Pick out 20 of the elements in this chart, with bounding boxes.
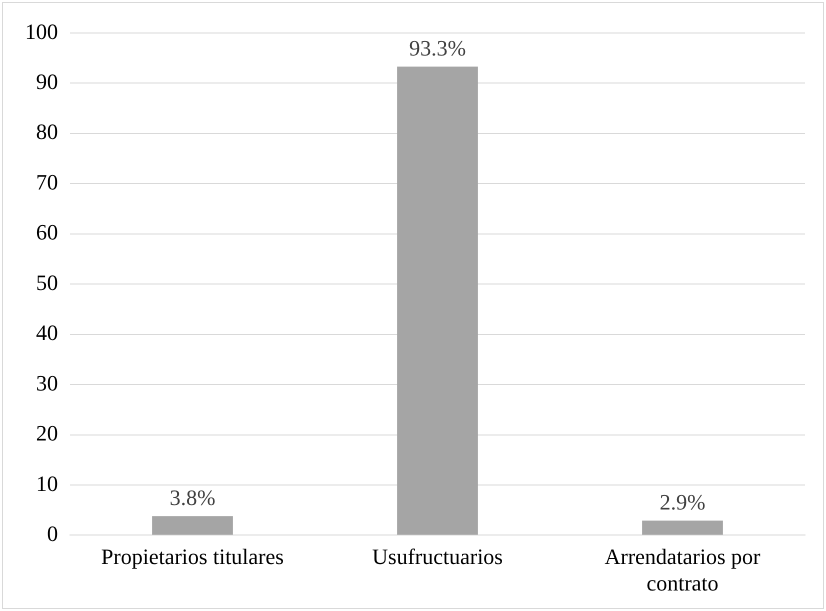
- y-tick-label: 70: [36, 169, 58, 194]
- y-tick-label: 10: [36, 470, 58, 496]
- y-tick-label: 0: [47, 520, 58, 546]
- bar: [397, 66, 478, 535]
- bar: [152, 516, 233, 535]
- y-tick-label: 40: [36, 320, 58, 346]
- y-tick-label: 20: [36, 420, 58, 446]
- y-tick-label: 50: [36, 270, 58, 295]
- data-label: 93.3%: [409, 35, 466, 60]
- y-tick-label: 90: [36, 69, 58, 94]
- data-label: 2.9%: [660, 489, 706, 514]
- y-tick-label: 100: [25, 18, 58, 44]
- y-tick-label: 80: [36, 119, 58, 144]
- y-tick-label: 60: [36, 220, 58, 245]
- x-tick-label: Usufructuarios: [372, 544, 503, 570]
- y-tick-label: 30: [36, 370, 58, 396]
- x-tick-label: Arrendatarios por contrato: [604, 544, 762, 596]
- bar: [642, 520, 723, 535]
- data-label: 3.8%: [170, 484, 216, 510]
- x-tick-label: Propietarios titulares: [101, 544, 284, 570]
